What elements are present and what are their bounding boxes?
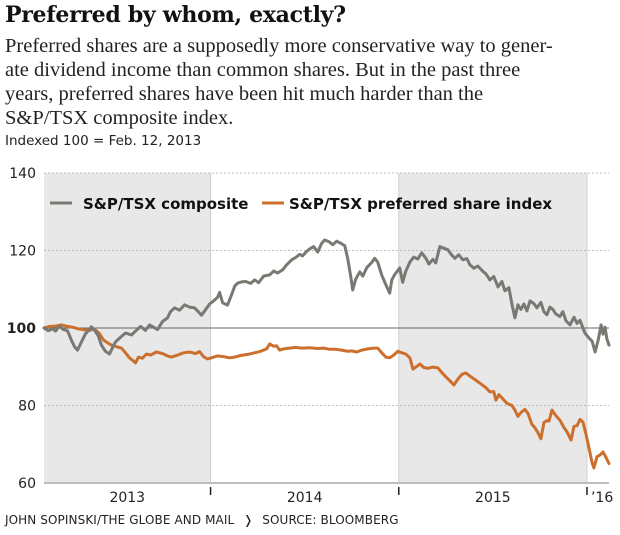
- x-tick-label: ’16: [591, 490, 613, 506]
- y-tick-label: 140: [9, 166, 36, 182]
- description-line: ate dividend income than common shares. …: [5, 59, 521, 81]
- x-axis: 2013 2014 2015 ’16: [109, 487, 613, 506]
- x-tick-label: 2014: [287, 490, 323, 506]
- description-line: years, preferred shares have been hit mu…: [5, 83, 484, 105]
- legend-label: S&P/TSX composite: [83, 195, 248, 213]
- description-line: Preferred shares are a supposedly more c…: [5, 35, 553, 57]
- separator-icon: ❭: [243, 513, 254, 527]
- chart-subtitle: Indexed 100 = Feb. 12, 2013: [5, 133, 202, 149]
- y-tick-label: 60: [18, 476, 36, 492]
- legend-label: S&P/TSX preferred share index: [289, 195, 552, 213]
- x-tick-label: 2013: [109, 490, 145, 506]
- x-tick-label: 2015: [475, 490, 511, 506]
- composite-line: [42, 238, 611, 356]
- y-tick-label: 120: [9, 244, 36, 260]
- series-lines: [42, 238, 611, 470]
- description-line: S&P/TSX composite index.: [5, 107, 234, 129]
- y-tick-label: 100: [7, 321, 36, 337]
- legend: S&P/TSX composite S&P/TSX preferred share…: [50, 195, 552, 213]
- credit-source: SOURCE: BLOOMBERG: [262, 513, 399, 527]
- y-axis: 60 80 100 120 140: [7, 166, 36, 492]
- credit-line: JOHN SOPINSKI/THE GLOBE AND MAIL ❭ SOURC…: [5, 513, 399, 527]
- y-tick-label: 80: [18, 399, 36, 415]
- chart-description: Preferred shares are a supposedly more c…: [5, 34, 617, 130]
- preferred-share-line: [42, 323, 611, 470]
- chart-title: Preferred by whom, exactly?: [5, 2, 346, 28]
- credit-author: JOHN SOPINSKI/THE GLOBE AND MAIL: [5, 513, 235, 527]
